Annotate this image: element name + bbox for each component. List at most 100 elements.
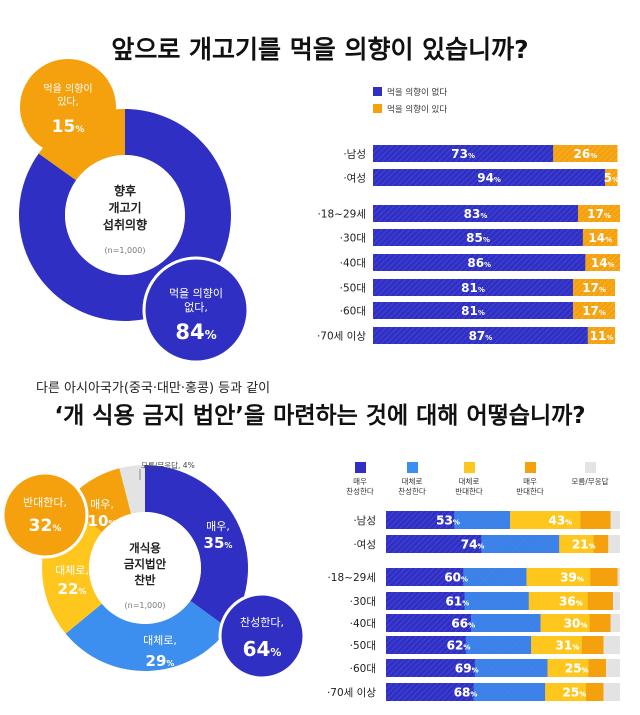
bar-category-label: ·50대 [350,640,376,652]
legend1-label-yes: 먹을 의향이 있다 [387,104,447,115]
donut1-center-label: 섭취의향 [103,217,147,232]
legend2-label: 반대한다 [455,487,483,496]
bar-segment-gray [605,659,620,677]
bar-segment-blue [465,636,532,654]
bar-segment-blue [474,659,548,677]
legend2-label: 대체로 [459,476,480,486]
donut1-callout-yes-pct: 15% [52,117,85,137]
legend1-swatch-no [373,87,382,96]
bar-value-label-top: 39% [560,571,584,585]
donut-chart-ban-law: 개식용금지법안찬반(n=1,000)매우,35%대체로,29%대체로,22%매우… [1,460,306,680]
bar-category-label: ·70세 이상 [317,331,366,343]
legend2-label: 매우 [353,477,367,486]
donut2-seg-label: 대체로, [143,634,177,647]
bar-segment [553,145,618,162]
donut1-callout-no [142,256,250,364]
bar-segment-gray [610,511,620,529]
donut2-dk-note: 모름/무응답, 4% [141,460,195,470]
legend2-swatch [355,462,366,473]
legend2-label: 매우 [523,477,537,486]
bar-segment-gray [610,614,620,632]
bar-segment-blue [473,683,546,701]
bar-value-label: 83% [464,207,488,221]
donut2-callout-approve [218,592,306,680]
bar-value-label-top: 43% [548,514,572,528]
bar-segment-gray [617,568,620,586]
donut2-seg-pct: 35% [204,534,233,552]
donut1-center-label: 향후 [114,183,136,198]
bar-chart-ban-law: 매우찬성한다대체로찬성한다대체로반대한다매우반대한다모름/무응답·남성53%43… [327,462,620,701]
bar-segment-orange [587,592,613,610]
bar-category-label: ·18~29세 [317,209,366,221]
donut2-center [89,512,201,624]
donut1-center-note: (n=1,000) [105,246,146,255]
bar-segment-blue [470,614,541,632]
legend2-label: 찬성한다 [346,486,374,496]
bar-segment [373,169,606,186]
bar-segment-gray [608,535,620,553]
bar-segment-gray [603,636,620,654]
donut2-callout-oppose-label: 반대한다, [23,496,67,509]
donut2-slice [119,465,145,514]
bar-value-label-top: 62% [447,639,471,653]
bar-segment-orange [580,511,611,529]
legend1-label-no: 먹을 의향이 없다 [387,87,447,98]
donut2-seg-label: 매우, [90,498,114,511]
donut2-seg-pct: 10% [88,512,117,530]
bar-value-label: 21% [572,538,596,552]
donut1-center-label: 개고기 [108,200,141,215]
bar-category-label: ·여성 [353,539,376,551]
donut2-center-label: 금지법안 [124,557,167,571]
donut1-callout-yes-label: 먹을 의향이 [43,83,92,95]
legend2-swatch [585,462,596,473]
bar-category-label: ·남성 [343,149,366,161]
bar-segment [587,327,616,344]
bar-category-label: ·60대 [350,663,376,675]
section1-title: 앞으로 개고기를 먹을 의향이 있습니까? [111,35,529,64]
bar-segment-gray [603,683,620,701]
bar-value-label-top: 30% [564,617,588,631]
bar-category-label: ·40대 [350,618,376,630]
bar-segment [373,205,579,222]
bar-category-label: ·30대 [350,596,376,608]
legend2-label: 모름/무응답 [571,476,608,486]
donut2-callout-approve-pct: 64% [243,637,282,661]
bar-segment-blue [464,592,529,610]
bar-category-label: ·40대 [340,258,366,270]
bar-segment [605,169,618,186]
donut1-callout-no-label: 먹을 의향이 [169,287,223,300]
bar-value-label-top: 31% [555,639,579,653]
donut2-seg-label: 대체로, [55,564,89,577]
bar-category-label: ·60대 [340,306,366,318]
donut1-callout-yes-label: 있다, [57,96,79,108]
bar-value-label-top: 69% [455,662,479,676]
bar-category-label: ·70세 이상 [327,687,376,699]
bar-segment-gray [612,592,620,610]
bar-value-label: 81% [461,281,485,295]
bar-segment [573,279,616,296]
donut1-callout-no-label: 없다, [184,301,208,314]
donut2-slice [65,468,132,533]
bar-segment [373,279,574,296]
bar-segment-orange [593,535,609,553]
bar-segment-blue [481,535,560,553]
bar-category-label: ·여성 [343,173,366,185]
bar-value-label: 73% [451,147,475,161]
donut2-seg-pct: 29% [146,652,175,670]
bar-segment-orange [589,614,611,632]
bar-value-label: 25% [563,686,587,700]
bar-value-label-top: 53% [436,514,460,528]
donut2-center-label: 찬반 [134,573,156,587]
donut2-slice [145,465,248,629]
bar-value-label: 11% [590,329,614,343]
bar-value-label: 17% [582,304,606,318]
donut1-callout-no-pct: 84% [175,320,216,344]
donut2-callout-oppose-pct: 32% [29,516,62,536]
donut2-seg-label: 매우, [206,520,230,533]
bar-segment [573,302,616,319]
bar-value-label: 14% [591,256,615,270]
bar-segment-orange [590,568,618,586]
